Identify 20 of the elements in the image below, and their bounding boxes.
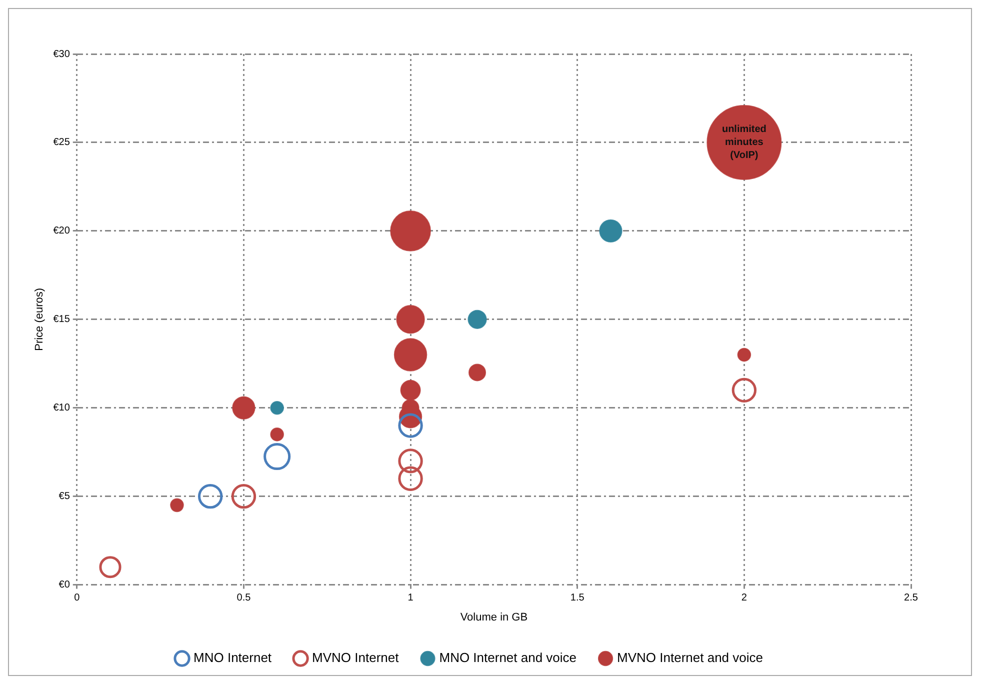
legend-label: MNO Internet [194,650,272,666]
y-tick-label: €20 [53,226,70,237]
x-axis-title: Volume in GB [460,611,528,624]
legend-label: MNO Internet and voice [439,650,577,666]
x-tick-label: 2 [741,592,748,604]
x-tick-label: 0 [74,592,80,604]
y-tick-label: €30 [53,48,70,60]
legend-label: MVNO Internet [312,650,400,666]
annotation: unlimited minutes (VoIP) [722,124,766,162]
y-tick-label: €15 [53,314,70,326]
y-tick-label: €5 [58,491,70,502]
x-tick-label: 2.5 [904,592,918,604]
legend-label: MVNO Internet and voice [617,650,763,666]
x-tick-label: 0.5 [236,592,252,604]
y-tick-label: €10 [53,402,70,414]
y-axis-title: Price (euros) [34,288,46,351]
x-tick-label: 1.5 [570,592,585,604]
x-tick-label: 1 [408,592,414,604]
y-tick-label: €0 [58,580,70,591]
y-tick-label: €25 [53,137,70,148]
